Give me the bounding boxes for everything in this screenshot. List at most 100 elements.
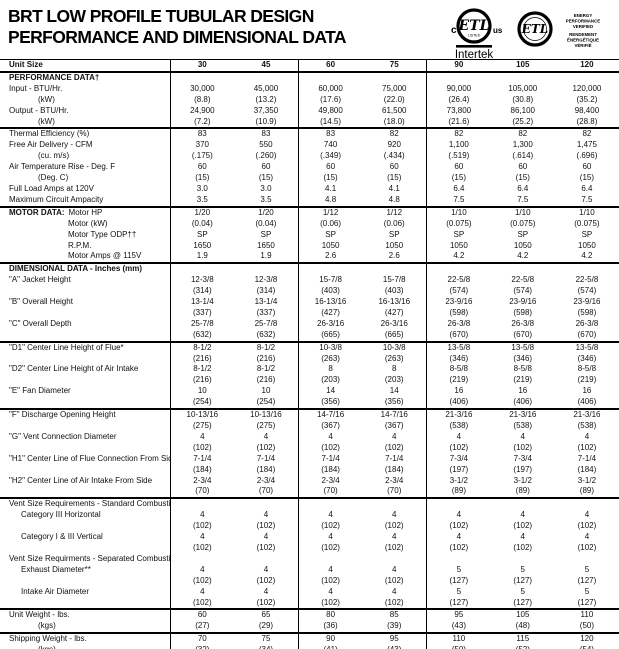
cell	[234, 71, 299, 84]
row-label: (kgs)	[0, 621, 171, 634]
cell: 4	[362, 431, 428, 443]
cell: (367)	[321, 421, 340, 430]
cell: (102)	[362, 575, 428, 587]
cell: 21-3/16	[554, 408, 619, 421]
table-row: Intake Air Diameter 4 4 4 4 5 5 5	[0, 586, 619, 598]
row-label: "H1" Center Line of Flue Connection From…	[0, 453, 171, 465]
cell: (337)	[192, 307, 212, 317]
cell: (356)	[321, 397, 340, 407]
row-label	[0, 397, 171, 410]
cell: 16-13/16	[362, 297, 428, 308]
row-label: Unit Weight - lbs.	[0, 608, 171, 622]
cell: 8-1/2	[193, 364, 212, 374]
cell: 90	[298, 632, 363, 646]
column-header-120: 120	[554, 59, 619, 73]
cell: 4	[362, 510, 428, 522]
cell: 1050	[513, 240, 532, 250]
cell: (0.075)	[446, 218, 472, 228]
cell: 4	[362, 532, 428, 543]
cell: (219)	[513, 375, 533, 385]
cell: 45,000	[234, 83, 299, 95]
cell: 22-5/8	[447, 275, 471, 285]
table-row: Unit Weight - lbs. 60 65 80 85 95 105 110	[0, 608, 619, 622]
row-label: MOTOR DATA: Motor HP	[0, 205, 171, 219]
cell: (0.075)	[574, 218, 600, 228]
cell: (598)	[513, 307, 533, 317]
row-label-text: Motor HP	[68, 207, 103, 217]
row-label-bold-prefix: MOTOR DATA:	[9, 207, 65, 217]
cell: 2-3/4	[193, 475, 212, 485]
cell: (102)	[234, 521, 299, 533]
cell: 16-13/16	[314, 297, 347, 307]
cell	[426, 497, 491, 511]
row-label: "B" Overall Height	[0, 297, 171, 308]
cell: (184)	[577, 464, 597, 474]
etl-c-mark: c	[451, 25, 457, 36]
cell: 4	[234, 564, 299, 576]
cell: 120,000	[572, 83, 602, 93]
cell: 7-1/4	[577, 453, 597, 463]
cell: 370	[195, 140, 209, 150]
etl-us-mark: us	[493, 26, 503, 35]
cell	[490, 497, 555, 511]
cell	[427, 72, 491, 84]
column-header-60: 60	[298, 59, 363, 73]
cell: (18.0)	[362, 116, 428, 129]
cell: 1,300	[512, 140, 533, 150]
row-label: "D2" Center Line Height of Air Intake	[0, 364, 171, 376]
cell: 4	[520, 510, 525, 520]
cell: (102)	[192, 575, 212, 585]
cell: 740	[323, 140, 338, 150]
cell: (102)	[234, 597, 299, 610]
table-row: (kW) (7.2) (10.9) (14.5) (18.0) (21.6) (25.2) (…	[0, 116, 619, 129]
column-header-30: 30	[170, 59, 235, 73]
cell: (89)	[451, 486, 466, 496]
cell: 22-5/8	[511, 275, 535, 285]
cell: SP	[325, 229, 336, 239]
cell: 7-1/4	[193, 453, 212, 463]
cell: (25.2)	[512, 116, 534, 126]
cell: (14.5)	[320, 116, 342, 126]
cell: 4	[456, 510, 462, 520]
cell: (427)	[321, 307, 340, 317]
cell: 1050	[578, 240, 596, 250]
cell: (70)	[234, 486, 299, 499]
cell: (314)	[234, 286, 299, 298]
cell: 13-5/8	[426, 340, 491, 354]
cell: (102)	[192, 542, 212, 552]
cell: 60,000	[318, 83, 343, 93]
cell: 15-7/8	[362, 275, 428, 287]
cell: 75	[234, 632, 299, 646]
cell: (632)	[234, 329, 299, 342]
cell: (102)	[362, 442, 428, 454]
table-row: "B" Overall Height 13-1/4 13-1/4 16-13/16 16…	[0, 297, 619, 308]
cell: 3.0	[196, 183, 208, 193]
table-row: (337) (337) (427) (427) (598) (598) (598)	[0, 307, 619, 319]
cell: 4	[328, 431, 333, 441]
cell: 82	[554, 127, 619, 141]
verified-line: VÉRIFIÉ	[574, 43, 591, 48]
cell: (670)	[513, 329, 533, 339]
cell: 10	[197, 386, 207, 396]
table-row: Free Air Delivery - CFM 370 550 740 920 1,100…	[0, 140, 619, 152]
cell: (219)	[577, 375, 597, 385]
row-label: Maximum Circuit Ampacity	[0, 194, 171, 207]
cell	[170, 262, 235, 276]
row-label	[0, 375, 171, 387]
page-title-line1: BRT LOW PROFILE TUBULAR DESIGN	[8, 6, 314, 26]
verified-line: ENERGY	[574, 13, 593, 18]
cell: 2-3/4	[362, 475, 428, 487]
cell: SP	[234, 229, 299, 241]
cell: 82	[426, 127, 491, 141]
row-label: Motor Type ODP††	[0, 229, 171, 241]
cell: 12-3/8	[234, 275, 299, 287]
verified-line: ÉNERGÉTIQUE	[567, 38, 599, 43]
cell: (15)	[234, 173, 299, 184]
cell: (275)	[234, 421, 299, 432]
cell: 37,350	[234, 105, 299, 117]
cell: (43)	[451, 621, 466, 631]
table-row: R.P.M. 1650 1650 1050 1050 1050 1050 1050	[0, 240, 619, 252]
row-label	[0, 486, 171, 499]
cell: (254)	[192, 397, 212, 407]
cell: 7-1/4	[362, 453, 428, 465]
